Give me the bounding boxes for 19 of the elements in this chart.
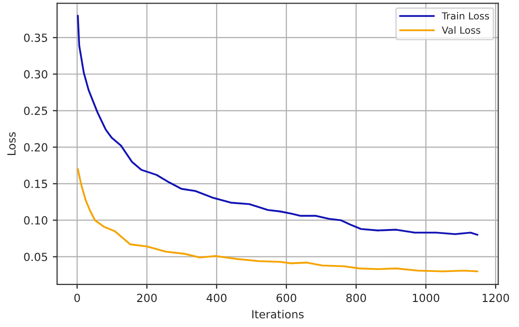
line-series — [76, 168, 478, 272]
y-tick-label: 0.05 — [24, 252, 48, 262]
x-tick-label: 400 — [206, 294, 226, 302]
y-axis-title: Loss — [7, 132, 16, 155]
x-tick-label: 0 — [74, 294, 80, 302]
x-tick-label: 1000 — [412, 294, 440, 302]
y-tick-label: 0.10 — [24, 216, 48, 225]
x-tick-label: 800 — [346, 294, 366, 302]
y-tick-label: 0.20 — [24, 143, 48, 152]
y-tick-label: 0.25 — [24, 106, 48, 116]
x-tick-label: 1200 — [482, 294, 510, 302]
y-tick-label: 0.30 — [24, 70, 48, 78]
legend-label: Train Loss — [442, 12, 490, 20]
x-tick-label: 600 — [276, 294, 296, 302]
y-tick-label: 0.15 — [24, 180, 48, 188]
y-tick-label: 0.35 — [24, 34, 48, 42]
x-tick-label: 200 — [137, 294, 157, 302]
legend-label: Val Loss — [442, 26, 480, 34]
x-axis-title: Iterations — [252, 310, 304, 318]
